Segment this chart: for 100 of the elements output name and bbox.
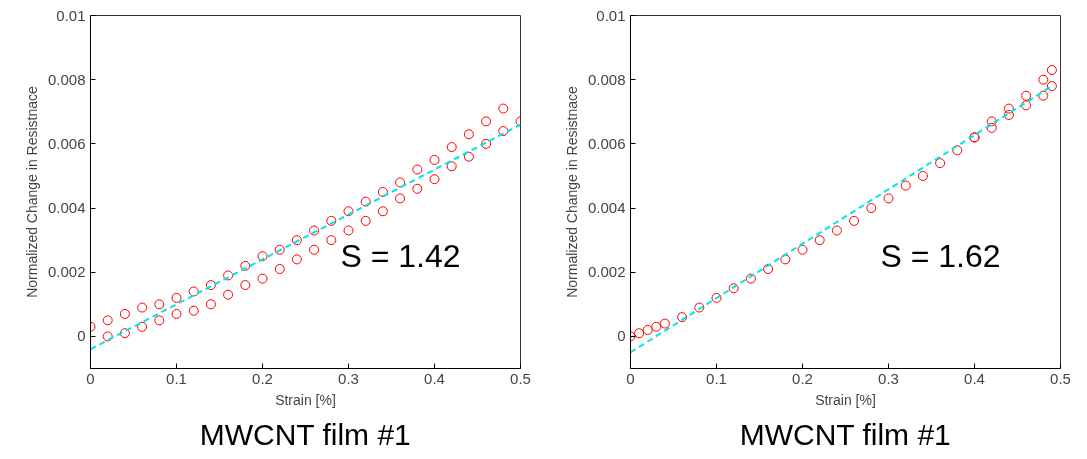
point xyxy=(1038,90,1049,101)
point xyxy=(659,318,670,329)
point xyxy=(1003,103,1014,114)
point xyxy=(866,203,877,214)
point xyxy=(429,174,440,185)
point xyxy=(291,235,302,246)
point xyxy=(498,103,509,114)
point xyxy=(780,254,791,265)
x-tick-label: 0.4 xyxy=(964,369,985,387)
point xyxy=(481,138,492,149)
point xyxy=(763,264,774,275)
point xyxy=(463,151,474,162)
point xyxy=(711,292,722,303)
point xyxy=(446,142,457,153)
point xyxy=(634,328,645,339)
y-tick-label: 0.01 xyxy=(596,6,626,24)
point xyxy=(395,177,406,188)
y-tick-label: 0 xyxy=(77,327,86,345)
point xyxy=(137,302,148,313)
point xyxy=(677,312,688,323)
point xyxy=(257,251,268,262)
point xyxy=(952,145,963,156)
x-axis-title: Strain [%] xyxy=(815,391,876,408)
point xyxy=(642,325,653,335)
x-tick-label: 0.3 xyxy=(878,369,899,387)
point xyxy=(291,254,302,265)
point xyxy=(831,225,842,236)
point xyxy=(309,225,320,236)
point xyxy=(1038,74,1049,85)
text: MWCNT film #1 xyxy=(739,417,951,451)
point xyxy=(395,193,406,204)
point xyxy=(171,308,182,319)
point xyxy=(257,273,268,284)
point xyxy=(309,244,320,255)
y-tick-label: 0.002 xyxy=(587,263,626,281)
annotation: S = 1.62 xyxy=(880,237,1001,274)
point xyxy=(745,273,756,284)
y-tick-label: 0.004 xyxy=(47,199,86,217)
point xyxy=(935,158,946,169)
point xyxy=(1046,81,1057,92)
point xyxy=(728,283,739,294)
point xyxy=(429,154,440,165)
point xyxy=(119,308,130,319)
point xyxy=(986,116,997,127)
point xyxy=(274,244,285,255)
x-tick-label: 0.5 xyxy=(510,369,531,387)
point xyxy=(223,289,234,300)
point xyxy=(119,328,130,339)
y-tick-label: 0.01 xyxy=(56,6,86,24)
point xyxy=(797,244,808,255)
y-tick-label: 0.006 xyxy=(47,134,86,152)
x-tick-label: 0.4 xyxy=(424,369,445,387)
x-axis-title: Strain [%] xyxy=(275,391,336,408)
point xyxy=(917,170,928,181)
y-axis-title: Normalized Change in Resistnace xyxy=(563,85,580,298)
point xyxy=(274,264,285,275)
point xyxy=(1046,65,1057,76)
point xyxy=(343,225,354,236)
point xyxy=(694,302,705,313)
point xyxy=(223,270,234,281)
y-axis-title: Normalized Change in Resistnace xyxy=(23,85,40,298)
y-tick-label: 0.006 xyxy=(587,134,626,152)
point xyxy=(171,292,182,303)
point xyxy=(343,206,354,217)
point xyxy=(900,180,911,191)
point xyxy=(205,280,216,291)
point xyxy=(326,235,337,246)
point xyxy=(240,280,251,291)
point xyxy=(188,286,199,297)
point xyxy=(360,215,371,226)
text: MWCNT film #1 xyxy=(199,417,411,451)
point xyxy=(498,126,509,137)
x-tick-label: 0.1 xyxy=(166,369,187,387)
point xyxy=(412,183,423,194)
point xyxy=(137,321,148,332)
point xyxy=(481,116,492,127)
point xyxy=(154,299,165,310)
point xyxy=(883,193,894,204)
y-tick-label: 0.004 xyxy=(587,199,626,217)
point xyxy=(1003,109,1014,120)
point xyxy=(814,235,825,246)
point xyxy=(1021,90,1032,101)
point xyxy=(849,215,860,226)
point xyxy=(188,305,199,316)
annotation: S = 1.42 xyxy=(340,237,461,274)
point xyxy=(463,129,474,140)
y-tick-label: 0.002 xyxy=(47,263,86,281)
point xyxy=(102,331,113,342)
point xyxy=(326,215,337,226)
x-tick-label: 0.2 xyxy=(252,369,273,387)
point xyxy=(446,161,457,172)
point xyxy=(986,122,997,133)
x-tick-label: 0.1 xyxy=(706,369,727,387)
y-tick-label: 0.008 xyxy=(47,70,86,88)
x-tick-label: 0.5 xyxy=(1050,369,1071,387)
x-tick-label: 0.2 xyxy=(792,369,813,387)
point xyxy=(240,260,251,271)
y-tick-label: 0.008 xyxy=(587,70,626,88)
point xyxy=(360,196,371,207)
x-tick-label: 0.3 xyxy=(338,369,359,387)
